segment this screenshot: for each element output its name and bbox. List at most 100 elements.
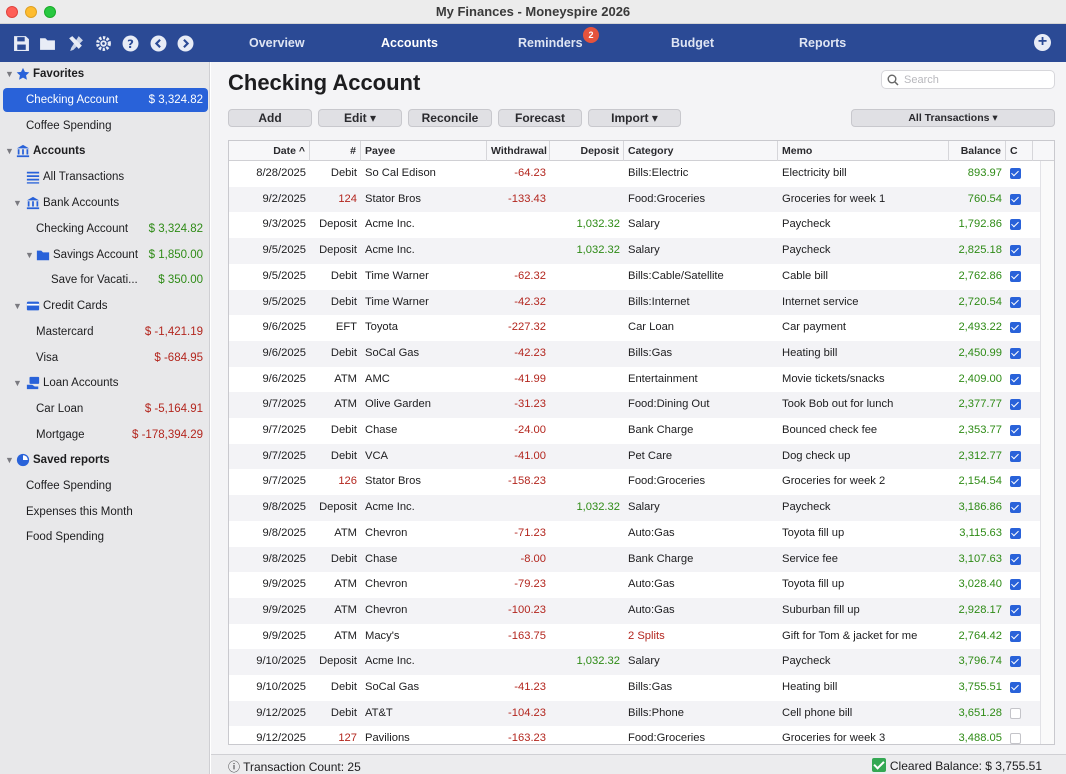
sidebar-item-report-food[interactable]: Food Spending	[3, 525, 208, 549]
zoom-window-button[interactable]	[44, 6, 56, 18]
cleared-checkbox[interactable]	[1010, 707, 1021, 719]
table-row[interactable]: 9/7/2025 Debit VCA -41.00 Pet Care Dog check …	[229, 443, 1042, 470]
table-row[interactable]: 9/6/2025 Debit SoCal Gas -42.23 Bills:Gas Hea…	[229, 340, 1042, 367]
table-row[interactable]: 9/8/2025 Deposit Acme Inc. 1,032.32 Salary Pa…	[229, 495, 1042, 521]
cleared-checkbox[interactable]	[1010, 219, 1021, 231]
tab-reminders[interactable]: Reminders	[518, 36, 583, 50]
sidebar-item-favorite-checking[interactable]: Checking Account $ 3,324.82	[3, 88, 208, 112]
tab-accounts[interactable]: Accounts	[381, 36, 438, 50]
table-row[interactable]: 9/5/2025 Debit Time Warner -42.32 Bills:Inte…	[229, 289, 1042, 316]
column-header-deposit[interactable]: Deposit	[550, 141, 624, 161]
cleared-checkbox[interactable]	[1010, 193, 1021, 205]
chevron-down-icon[interactable]: ▼	[25, 250, 34, 260]
sidebar-section-favorites[interactable]: ▼ Favorites	[3, 62, 208, 86]
cleared-checkbox[interactable]	[1010, 322, 1021, 334]
table-row[interactable]: 9/8/2025 ATM Chevron -71.23 Auto:Gas Toyota f…	[229, 521, 1042, 547]
chevron-down-icon[interactable]: ▼	[13, 378, 22, 388]
table-row[interactable]: 9/5/2025 Debit Time Warner -62.32 Bills:Cabl…	[229, 264, 1042, 290]
folder-icon[interactable]	[39, 35, 56, 52]
cleared-checkbox[interactable]	[1010, 476, 1021, 488]
sidebar-item-savings-account[interactable]: ▼ Savings Account $ 1,850.00	[3, 243, 208, 267]
chevron-down-icon[interactable]: ▼	[13, 198, 22, 208]
cleared-checkbox[interactable]	[1010, 630, 1021, 642]
column-header-balance[interactable]: Balance	[949, 141, 1006, 161]
table-row[interactable]: 9/9/2025 ATM Chevron -79.23 Auto:Gas Toyota f…	[229, 572, 1042, 598]
save-icon[interactable]	[13, 35, 30, 52]
column-header-number[interactable]: #	[310, 141, 361, 161]
sidebar-section-loan-accounts[interactable]: ▼ Loan Accounts	[3, 371, 208, 395]
table-row[interactable]: 9/3/2025 Deposit Acme Inc. 1,032.32 Salary Pa…	[229, 212, 1042, 238]
reconcile-button[interactable]: Reconcile	[408, 109, 492, 127]
table-row[interactable]: 9/7/2025 126 Stator Bros -158.23 Food:Grocer…	[229, 469, 1042, 495]
table-row[interactable]: 9/6/2025 ATM AMC -41.99 Entertainment Movie t…	[229, 367, 1042, 393]
column-header-payee[interactable]: Payee	[361, 141, 487, 161]
sidebar-item-visa[interactable]: Visa $ -684.95	[3, 346, 208, 370]
tools-icon[interactable]	[67, 35, 84, 52]
sidebar-section-saved-reports[interactable]: ▼ Saved reports	[3, 448, 208, 472]
table-row[interactable]: 9/7/2025 Debit Chase -24.00 Bank Charge Bounc…	[229, 418, 1042, 444]
cleared-checkbox[interactable]	[1010, 579, 1021, 591]
table-row[interactable]: 9/10/2025 Debit SoCal Gas -41.23 Bills:Gas He…	[229, 675, 1042, 701]
chevron-down-icon[interactable]: ▼	[13, 301, 22, 311]
column-header-cleared[interactable]: C	[1006, 141, 1033, 161]
cleared-checkbox[interactable]	[1010, 656, 1021, 668]
cleared-checkbox[interactable]	[1010, 527, 1021, 539]
sidebar-item-save-for-vacation[interactable]: Save for Vacati... $ 350.00	[3, 268, 208, 292]
search-box[interactable]	[881, 70, 1055, 89]
chevron-down-icon[interactable]: ▼	[5, 69, 14, 79]
cleared-checkbox[interactable]	[1010, 604, 1021, 616]
column-header-date[interactable]: Date ^	[229, 141, 310, 161]
cleared-checkbox[interactable]	[1010, 682, 1021, 693]
cleared-checkbox[interactable]	[1010, 425, 1021, 436]
table-row[interactable]: 9/12/2025 127 Pavilions -163.23 Food:Groceri…	[229, 726, 1042, 744]
gear-icon[interactable]	[95, 35, 112, 52]
table-row[interactable]: 9/2/2025 124 Stator Bros -133.43 Food:Grocer…	[229, 186, 1042, 213]
search-input[interactable]	[904, 72, 1050, 87]
table-row[interactable]: 9/5/2025 Deposit Acme Inc. 1,032.32 Salary Pa…	[229, 238, 1042, 264]
table-row[interactable]: 9/7/2025 ATM Olive Garden -31.23 Food:Dining…	[229, 392, 1042, 418]
cleared-checkbox[interactable]	[1010, 553, 1021, 565]
table-row[interactable]: 8/28/2025 Debit So Cal Edison -64.23 Bills:E…	[229, 161, 1042, 187]
table-row[interactable]: 9/9/2025 ATM Chevron -100.23 Auto:Gas Suburba…	[229, 597, 1042, 624]
sidebar-item-report-coffee[interactable]: Coffee Spending	[3, 474, 208, 498]
transaction-filter-dropdown[interactable]: All Transactions ▾	[851, 109, 1055, 127]
sidebar-section-accounts[interactable]: ▼ Accounts	[3, 139, 208, 163]
cleared-checkbox[interactable]	[1010, 296, 1021, 308]
vertical-scrollbar[interactable]	[1040, 161, 1054, 744]
tab-budget[interactable]: Budget	[671, 36, 715, 50]
cleared-checkbox[interactable]	[1010, 502, 1021, 514]
back-icon[interactable]	[150, 35, 167, 52]
sidebar-item-car-loan[interactable]: Car Loan $ -5,164.91	[3, 397, 208, 421]
column-header-category[interactable]: Category	[624, 141, 778, 161]
cleared-checkbox[interactable]	[1010, 347, 1021, 359]
cleared-checkbox[interactable]	[1010, 168, 1021, 179]
cleared-checkbox[interactable]	[1010, 450, 1021, 462]
cleared-checkbox[interactable]	[1010, 270, 1021, 282]
cleared-checkbox[interactable]	[1010, 245, 1021, 257]
sidebar-item-checking-account[interactable]: Checking Account $ 3,324.82	[3, 217, 208, 241]
sidebar-item-mastercard[interactable]: Mastercard $ -1,421.19	[3, 320, 208, 344]
sidebar-section-bank-accounts[interactable]: ▼ Bank Accounts	[3, 191, 208, 215]
sidebar-item-mortgage[interactable]: Mortgage $ -178,394.29	[3, 423, 208, 447]
add-button[interactable]: Add	[228, 109, 312, 127]
sidebar-item-all-transactions[interactable]: All Transactions	[3, 165, 208, 189]
table-row[interactable]: 9/9/2025 ATM Macy's -163.75 2 Splits Gift for…	[229, 624, 1042, 650]
minimize-window-button[interactable]	[25, 6, 37, 18]
edit-button[interactable]: Edit ▾	[318, 109, 402, 127]
add-icon[interactable]: +	[1034, 34, 1051, 51]
sidebar-item-report-expenses[interactable]: Expenses this Month	[3, 500, 208, 524]
forecast-button[interactable]: Forecast	[498, 109, 582, 127]
tab-overview[interactable]: Overview	[249, 36, 305, 50]
table-row[interactable]: 9/8/2025 Debit Chase -8.00 Bank Charge Servic…	[229, 546, 1042, 573]
cleared-checkbox[interactable]	[1010, 373, 1021, 385]
forward-icon[interactable]	[177, 35, 194, 52]
cleared-checkbox[interactable]	[1010, 399, 1021, 411]
chevron-down-icon[interactable]: ▼	[5, 146, 14, 156]
sidebar-item-favorite-coffee[interactable]: Coffee Spending	[3, 114, 208, 138]
close-window-button[interactable]	[6, 6, 18, 18]
sidebar-section-credit-cards[interactable]: ▼ Credit Cards	[3, 294, 208, 318]
column-header-memo[interactable]: Memo	[778, 141, 949, 161]
tab-reports[interactable]: Reports	[799, 36, 847, 50]
table-row[interactable]: 9/12/2025 Debit AT&T -104.23 Bills:Phone Cell…	[229, 700, 1042, 727]
table-row[interactable]: 9/10/2025 Deposit Acme Inc. 1,032.32 Salary P…	[229, 649, 1042, 675]
